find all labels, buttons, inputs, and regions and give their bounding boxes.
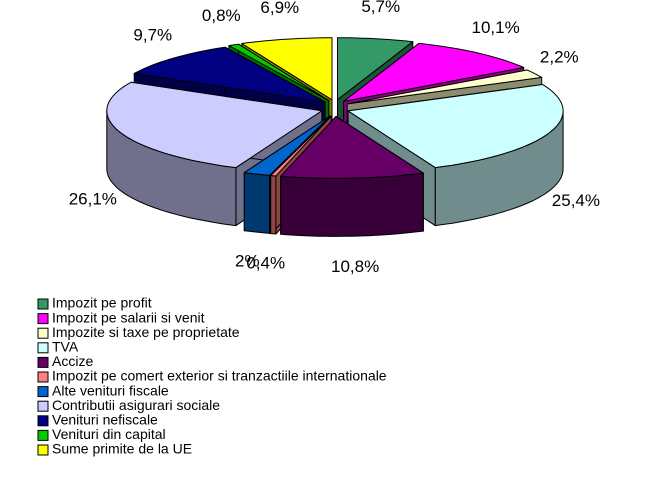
slice-top	[337, 37, 414, 101]
legend-swatch	[37, 444, 49, 456]
legend-label: Impozite si taxe pe proprietate	[52, 324, 240, 340]
data-label: 26,1%	[69, 190, 117, 209]
data-label: 5,7%	[361, 0, 400, 16]
slice-top	[241, 37, 333, 101]
legend-label: Accize	[52, 353, 93, 369]
legend-swatch	[37, 342, 49, 354]
legend-swatch	[37, 356, 49, 368]
legend-label: Impozit pe comert exterior si tranzactii…	[52, 368, 387, 384]
slice-top	[270, 115, 332, 177]
data-label: 2,2%	[540, 48, 579, 67]
legend-label: Venituri din capital	[52, 426, 166, 442]
slice-side	[270, 175, 277, 235]
slice-top	[343, 42, 525, 102]
legend-swatch	[37, 313, 49, 325]
legend-label: Contributii asigurari sociale	[52, 397, 220, 413]
legend-label: Impozit pe profit	[52, 295, 152, 311]
pie-slice	[280, 115, 424, 237]
legend-label: Venituri nefiscale	[52, 412, 158, 428]
data-label: 0,8%	[202, 6, 241, 25]
data-label: 2%	[235, 251, 260, 270]
legend-swatch	[37, 429, 49, 441]
legend-label: Sume primite de la UE	[52, 441, 192, 457]
data-label: 25,4%	[552, 191, 600, 210]
data-label: 0,4%	[246, 254, 285, 273]
legend-swatch	[37, 298, 49, 310]
slice-top	[347, 84, 564, 169]
slice-top	[346, 69, 543, 105]
slice-top	[133, 46, 326, 103]
slice-top	[280, 115, 424, 179]
legend-label: TVA	[52, 339, 79, 355]
data-label: 10,1%	[471, 18, 519, 37]
slice-side	[280, 172, 424, 237]
legend-swatch	[37, 371, 49, 383]
data-label: 9,7%	[133, 25, 172, 44]
data-label: 10,8%	[331, 257, 379, 276]
slice-top	[228, 43, 330, 101]
legend-swatch	[37, 415, 49, 427]
slice-top	[106, 81, 323, 169]
legend-swatch	[37, 400, 49, 412]
legend-label: Alte venituri fiscale	[52, 382, 169, 398]
legend-label: Impozit pe salarii si venit	[52, 309, 205, 325]
legend-swatch	[37, 386, 49, 398]
legend-swatch	[37, 327, 49, 339]
slice-side	[243, 172, 271, 234]
slice-top	[243, 115, 331, 176]
data-label: 6,9%	[260, 0, 299, 17]
